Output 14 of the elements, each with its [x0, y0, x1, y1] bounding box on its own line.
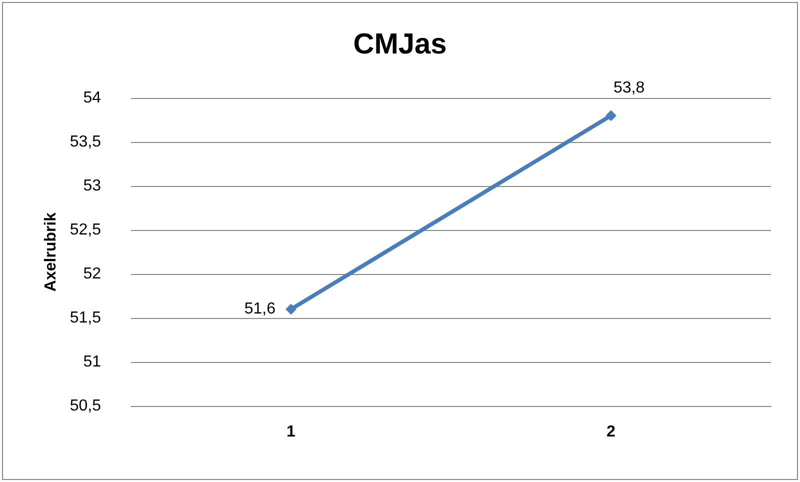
y-tick-label: 53: [83, 178, 102, 194]
y-tick-label: 52: [83, 266, 102, 282]
y-tick-label: 51: [83, 354, 102, 370]
data-label: 51,6: [244, 300, 276, 318]
y-tick-label: 50,5: [70, 398, 102, 414]
y-axis-title: Axelrubrik: [42, 212, 60, 292]
y-tick-label: 54: [83, 90, 102, 106]
x-tick-label: 1: [286, 424, 296, 440]
data-label: 53,8: [614, 80, 645, 97]
x-tick-label: 2: [606, 424, 616, 440]
y-tick-label: 53,5: [70, 134, 102, 150]
y-tick-label: 52,5: [70, 222, 102, 238]
y-tick-label: 51,5: [70, 310, 102, 326]
chart-title: CMJas: [353, 28, 447, 60]
